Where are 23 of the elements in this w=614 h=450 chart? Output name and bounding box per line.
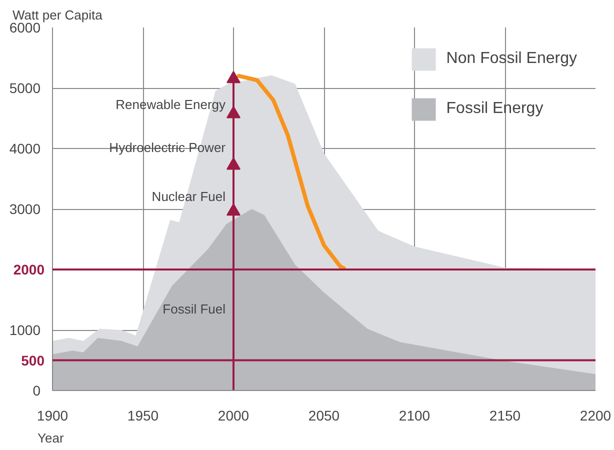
y-tick-label: 5000 [9,80,41,96]
y-tick-label: 0 [32,382,41,398]
ref-line-label: 500 [21,352,45,368]
x-tick-label: 1900 [36,408,68,424]
y-axis-title: Watt per Capita [12,8,104,22]
y-tick-label: 1000 [9,322,41,338]
y-tick-label: 3000 [9,201,41,217]
x-tick-label: 1950 [127,408,159,424]
x-tick-label: 2150 [489,408,521,424]
x-tick-label: 2050 [308,408,340,424]
annotation: Nuclear Fuel [152,188,226,204]
x-tick-label: 2200 [580,408,612,424]
x-tick-label: 2100 [398,408,430,424]
annotation: Fossil Fuel [162,301,226,316]
point [226,106,240,118]
point [226,157,240,170]
x-tick-label: 2000 [218,408,250,424]
y-tick-label: 6000 [9,20,41,36]
ref-line-label: 2000 [13,262,45,278]
x-axis-title: Year [38,430,64,446]
point [226,70,240,84]
point [226,203,240,216]
y-tick-label: 4000 [9,140,41,156]
